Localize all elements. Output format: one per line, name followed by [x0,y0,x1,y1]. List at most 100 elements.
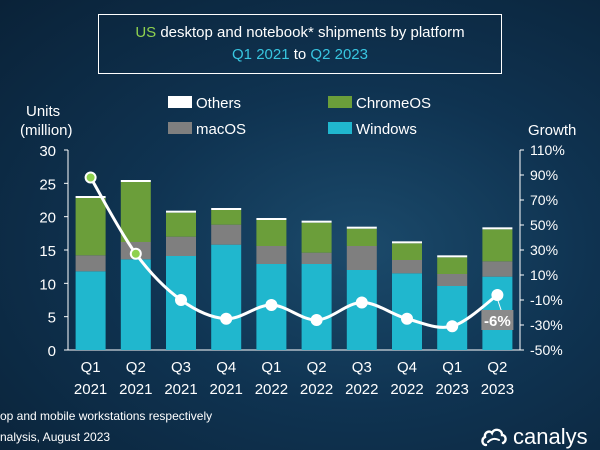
footnote-1: op and mobile workstations respectively [0,409,213,423]
y-tick-label: 10 [39,276,56,293]
x-tick-label-quarter: Q3 [171,359,191,376]
bar-others [166,210,196,213]
x-tick-label-quarter: Q1 [442,359,462,376]
y-tick-label: 0 [48,343,56,360]
bar-windows [75,271,106,350]
bar-others [482,227,513,230]
x-tick-label-quarter: Q1 [81,359,101,376]
chart-title-box: US desktop and notebook* shipments by pl… [98,14,502,74]
bar-chromeos [256,220,287,246]
bar-chromeos [301,222,332,253]
bar-chromeos [75,198,106,256]
logo-text: canalys [513,424,588,449]
y2-axis-title: Growth [528,122,576,139]
bar-chromeos [346,228,377,246]
x-tick-label-quarter: Q1 [261,359,281,376]
x-tick-label-year: 2021 [74,381,107,398]
subtitle-to: Q2 2023 [310,46,368,63]
growth-point [446,320,459,333]
callout-leader [496,298,502,312]
legend-swatch-macos [168,122,192,134]
bar-others [437,255,468,258]
growth-point [129,247,142,260]
bar-chromeos [211,210,242,225]
x-tick-label-quarter: Q4 [216,359,236,376]
legend-label-chromeos: ChromeOS [356,95,431,112]
bar-windows [346,270,377,350]
legend-label-others: Others [196,95,241,112]
x-tick-label-year: 2021 [210,381,243,398]
callout-label: -6% [484,313,511,330]
growth-point [310,314,323,326]
y-tick-label: 30 [39,143,56,160]
y2-tick-label: 10% [530,267,558,283]
bar-windows [211,244,242,350]
growth-point [491,289,504,301]
growth-line [89,176,499,329]
chart-subtitle: Q1 2021 to Q2 2023 [99,46,501,63]
x-tick-label-year: 2021 [164,381,197,398]
bar-chromeos [482,229,513,262]
y2-tick-label: 50% [530,217,558,233]
growth-point [220,312,233,325]
bar-macos [256,246,287,264]
growth-point [265,299,278,311]
y2-tick-label: -30% [530,317,563,333]
x-tick-label-year: 2022 [300,381,333,398]
bar-others [301,220,332,223]
chart-title: US desktop and notebook* shipments by pl… [99,24,501,41]
x-tick-label-year: 2023 [436,381,469,398]
bar-macos [211,224,242,245]
y-axis-title-line2: (million) [20,122,73,139]
bar-chromeos [120,182,151,242]
bar-others [346,226,377,229]
title-country: US [135,24,157,41]
y2-tick-label: 110% [530,142,565,158]
bar-macos [166,236,196,256]
growth-point [401,312,413,325]
bar-others [75,196,106,198]
subtitle-to-word: to [289,46,311,63]
callout-box [481,310,514,330]
subtitle-from: Q1 2021 [232,46,290,63]
bar-chromeos [166,212,196,237]
bar-macos [482,261,513,277]
legend-swatch-chromeos [328,96,352,108]
x-tick-label-year: 2022 [345,381,378,398]
title-rest: desktop and notebook* shipments by platf… [156,24,465,41]
bar-windows [437,286,468,350]
y-tick-label: 5 [48,310,56,327]
x-tick-label-quarter: Q4 [397,359,417,376]
y-axis-title-line1: Units [26,103,60,120]
legend-swatch-others [168,96,192,108]
bar-others [256,218,287,220]
legend-swatch-windows [328,122,352,134]
legend-label-macos: macOS [196,121,246,138]
y2-tick-label: 90% [530,167,558,183]
bar-macos [301,252,332,264]
x-tick-label-year: 2022 [390,381,423,398]
y-tick-label: 15 [39,243,56,260]
canalys-logo: canalys [481,424,588,450]
bar-macos [392,260,422,274]
canalys-cloud-icon [481,428,507,447]
y2-tick-label: 30% [530,242,558,258]
y2-tick-label: -50% [530,342,563,358]
y2-tick-label: 70% [530,192,558,208]
bar-windows [120,259,151,350]
y-tick-label: 20 [39,210,56,227]
x-tick-label-year: 2022 [255,381,288,398]
x-tick-label-quarter: Q2 [307,359,327,376]
growth-point [355,296,368,309]
x-tick-label-quarter: Q2 [487,359,507,376]
bar-others [211,208,242,210]
bar-chromeos [437,257,468,274]
x-tick-label-quarter: Q3 [352,359,372,376]
bar-windows [392,273,422,350]
legend-label-windows: Windows [356,121,417,138]
y2-tick-label: -10% [530,292,563,308]
x-tick-label-year: 2021 [119,381,152,398]
bar-macos [346,246,377,270]
bar-others [120,180,151,182]
